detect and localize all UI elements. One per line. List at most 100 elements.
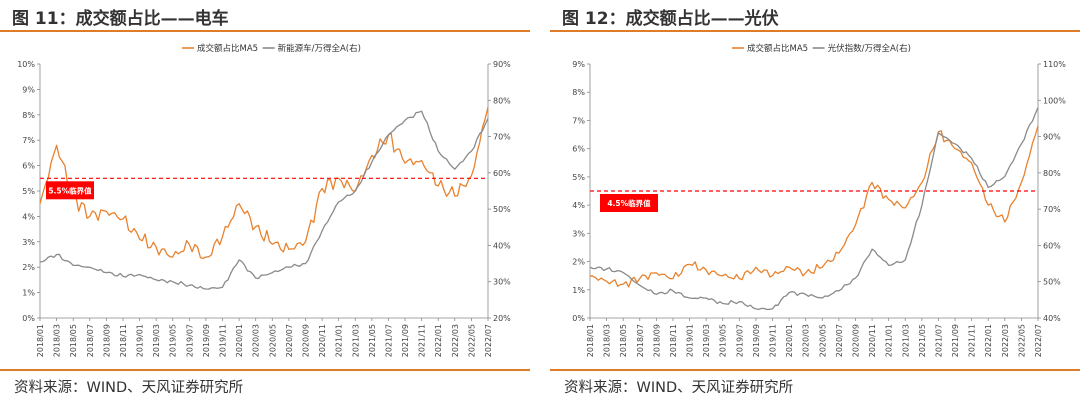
right-tick-label: 70% xyxy=(493,133,511,142)
chart-panel-pv: 图 12：成交额占比——光伏 0% 1% 2% 3% 4% 5% 6% 7% 8% 9% 40% 50… xyxy=(550,0,1080,402)
series-line-1 xyxy=(39,110,489,290)
x-tick-label: 2018/03 xyxy=(603,324,612,357)
x-tick-label: 2018/01 xyxy=(586,324,595,357)
ev-chart: 0% 1% 2% 3% 4% 5% 6% 7% 8% 9% 10% 20% 30% 40% 50% 60% 70… xyxy=(17,43,511,357)
right-tick-label: 100% xyxy=(1043,96,1066,105)
x-tick-label: 2021/07 xyxy=(934,324,943,357)
left-tick-label: 4% xyxy=(22,212,35,221)
x-tick-label: 2018/05 xyxy=(69,324,78,357)
left-tick-label: 6% xyxy=(572,145,585,154)
right-tick-label: 80% xyxy=(493,96,511,105)
source-note: 资料来源：WIND、天风证券研究所 xyxy=(564,380,794,396)
x-tick-label: 2021/11 xyxy=(418,324,427,357)
source-divider xyxy=(0,369,530,371)
source-divider xyxy=(550,369,1080,371)
x-tick-label: 2020/05 xyxy=(818,324,827,357)
x-tick-label: 2021/01 xyxy=(335,324,344,357)
x-tick-label: 2021/05 xyxy=(918,324,927,357)
x-tick-label: 2018/09 xyxy=(652,324,661,357)
x-tick-label: 2019/05 xyxy=(719,324,728,357)
x-tick-label: 2022/03 xyxy=(1001,324,1010,357)
x-tick-label: 2020/01 xyxy=(235,324,244,357)
threshold-label: 5.5%临界值 xyxy=(48,185,92,195)
x-tick-label: 2022/05 xyxy=(467,324,476,357)
x-tick-label: 2021/03 xyxy=(351,324,360,357)
left-tick-label: 3% xyxy=(22,238,35,247)
title-divider xyxy=(0,30,530,32)
left-tick-label: 3% xyxy=(572,229,585,238)
left-tick-label: 0% xyxy=(572,314,585,323)
left-tick-label: 7% xyxy=(22,136,35,145)
x-tick-label: 2019/01 xyxy=(136,324,145,357)
x-tick-label: 2021/05 xyxy=(368,324,377,357)
title-divider xyxy=(550,30,1080,32)
right-tick-label: 90% xyxy=(493,60,511,69)
x-tick-label: 2020/03 xyxy=(252,324,261,357)
right-tick-label: 50% xyxy=(1043,278,1061,287)
x-tick-label: 2019/01 xyxy=(686,324,695,357)
left-tick-label: 7% xyxy=(572,116,585,125)
x-tick-label: 2019/11 xyxy=(769,324,778,357)
series-line-1 xyxy=(589,107,1039,311)
x-tick-label: 2021/07 xyxy=(384,324,393,357)
left-tick-label: 2% xyxy=(22,263,35,272)
right-tick-label: 80% xyxy=(1043,169,1061,178)
left-tick-label: 8% xyxy=(22,111,35,120)
x-tick-label: 2018/03 xyxy=(53,324,62,357)
left-tick-label: 6% xyxy=(22,162,35,171)
left-tick-label: 2% xyxy=(572,258,585,267)
threshold-label: 4.5%临界值 xyxy=(607,198,651,208)
x-tick-label: 2022/07 xyxy=(1034,324,1043,357)
x-tick-label: 2021/09 xyxy=(951,324,960,357)
x-tick-label: 2018/07 xyxy=(636,324,645,357)
x-tick-label: 2021/01 xyxy=(885,324,894,357)
x-tick-label: 2020/05 xyxy=(268,324,277,357)
legend-label-1: 新能源车/万得全A(右) xyxy=(278,43,361,54)
right-tick-label: 30% xyxy=(493,278,511,287)
series-line-0 xyxy=(589,125,1039,288)
x-tick-label: 2022/01 xyxy=(434,324,443,357)
x-tick-label: 2020/11 xyxy=(868,324,877,357)
threshold-label-box xyxy=(46,181,94,200)
series-line-0 xyxy=(39,107,489,260)
left-tick-label: 5% xyxy=(572,173,585,182)
x-tick-label: 2018/11 xyxy=(119,324,128,357)
x-tick-label: 2020/09 xyxy=(301,324,310,357)
x-tick-label: 2021/09 xyxy=(401,324,410,357)
left-tick-label: 10% xyxy=(17,60,35,69)
right-tick-label: 40% xyxy=(493,241,511,250)
x-tick-label: 2019/07 xyxy=(735,324,744,357)
x-tick-label: 2019/03 xyxy=(152,324,161,357)
x-tick-label: 2020/01 xyxy=(785,324,794,357)
chart-panel-ev: 图 11：成交额占比——电车 0% 1% 2% 3% 4% 5% 6% 7% 8% 9% 10% 20… xyxy=(0,0,530,402)
left-tick-label: 8% xyxy=(572,88,585,97)
x-tick-label: 2020/09 xyxy=(851,324,860,357)
x-tick-label: 2019/09 xyxy=(202,324,211,357)
x-tick-label: 2018/09 xyxy=(102,324,111,357)
legend-label-0: 成交额占比MA5 xyxy=(197,43,258,54)
x-tick-label: 2019/05 xyxy=(169,324,178,357)
right-tick-label: 40% xyxy=(1043,314,1061,323)
x-tick-label: 2022/01 xyxy=(984,324,993,357)
left-tick-label: 0% xyxy=(22,314,35,323)
right-tick-label: 90% xyxy=(1043,133,1061,142)
x-tick-label: 2018/07 xyxy=(86,324,95,357)
x-tick-label: 2022/07 xyxy=(484,324,493,357)
x-tick-label: 2020/03 xyxy=(802,324,811,357)
left-tick-label: 5% xyxy=(22,187,35,196)
right-tick-label: 60% xyxy=(493,169,511,178)
pv-chart: 0% 1% 2% 3% 4% 5% 6% 7% 8% 9% 40% 50% 60% 70% 80% 90% 10… xyxy=(572,43,1066,357)
x-tick-label: 2018/05 xyxy=(619,324,628,357)
x-tick-label: 2019/07 xyxy=(185,324,194,357)
right-tick-label: 60% xyxy=(1043,241,1061,250)
legend-label-0: 成交额占比MA5 xyxy=(747,43,808,54)
x-tick-label: 2019/03 xyxy=(702,324,711,357)
x-tick-label: 2019/09 xyxy=(752,324,761,357)
x-tick-label: 2021/11 xyxy=(968,324,977,357)
right-tick-label: 110% xyxy=(1043,60,1066,69)
left-tick-label: 9% xyxy=(22,85,35,94)
left-tick-label: 4% xyxy=(572,201,585,210)
x-tick-label: 2020/11 xyxy=(318,324,327,357)
x-tick-label: 2022/05 xyxy=(1017,324,1026,357)
x-tick-label: 2020/07 xyxy=(285,324,294,357)
